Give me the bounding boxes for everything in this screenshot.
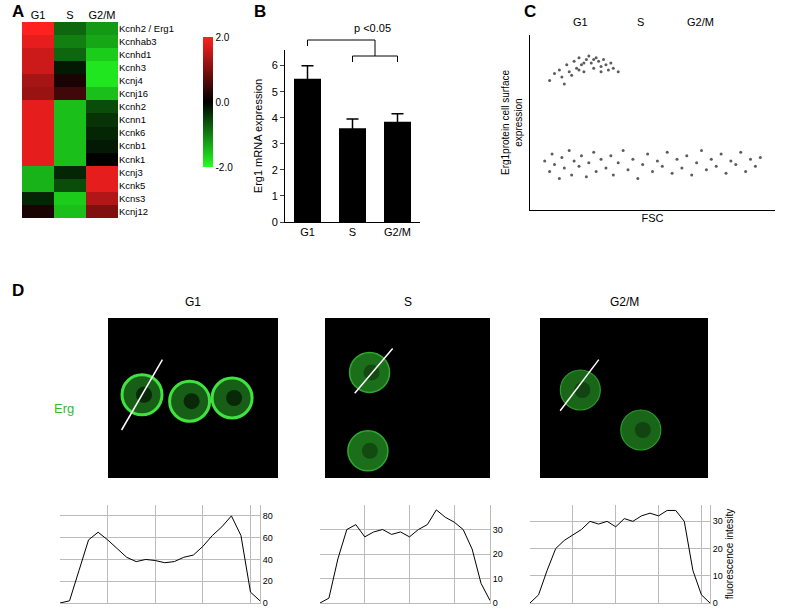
svg-text:Erg: Erg — [54, 401, 74, 416]
svg-text:80: 80 — [263, 511, 273, 521]
svg-text:10: 10 — [493, 574, 503, 584]
svg-text:Kcnj4: Kcnj4 — [119, 75, 143, 86]
svg-text:FSC: FSC — [642, 212, 664, 224]
svg-text:Erg1 mRNA expression: Erg1 mRNA expression — [252, 79, 264, 193]
svg-text:Kcnb1: Kcnb1 — [119, 140, 146, 151]
svg-text:S: S — [349, 226, 356, 238]
svg-text:0: 0 — [713, 598, 718, 608]
svg-text:60: 60 — [263, 533, 273, 543]
svg-text:G1: G1 — [31, 9, 46, 21]
svg-text:Kcns3: Kcns3 — [119, 193, 145, 204]
svg-text:Kcnk5: Kcnk5 — [119, 180, 145, 191]
svg-text:0: 0 — [493, 598, 498, 608]
svg-text:30: 30 — [493, 525, 503, 535]
svg-text:D: D — [12, 281, 24, 300]
svg-text:p <0.05: p <0.05 — [354, 22, 391, 34]
svg-text:G1: G1 — [573, 16, 588, 28]
svg-text:fluorescence intesity: fluorescence intesity — [724, 509, 735, 600]
svg-text:Kcnh2: Kcnh2 — [119, 101, 146, 112]
svg-text:Kcnk1: Kcnk1 — [119, 154, 145, 165]
svg-text:4: 4 — [272, 112, 278, 124]
svg-text:0: 0 — [263, 598, 268, 608]
svg-text:6: 6 — [272, 59, 278, 71]
svg-text:G2/M: G2/M — [384, 226, 411, 238]
svg-text:S: S — [66, 9, 73, 21]
svg-text:2.0: 2.0 — [216, 32, 230, 43]
svg-text:Kcnk6: Kcnk6 — [119, 127, 145, 138]
svg-text:-2.0: -2.0 — [216, 162, 234, 173]
svg-text:0.0: 0.0 — [216, 97, 230, 108]
svg-text:G1: G1 — [185, 295, 201, 309]
svg-text:G2/M: G2/M — [610, 295, 639, 309]
svg-text:G1: G1 — [300, 226, 315, 238]
svg-text:Kcnj3: Kcnj3 — [119, 167, 143, 178]
svg-text:A: A — [12, 2, 24, 21]
svg-text:40: 40 — [263, 555, 273, 565]
svg-text:Kcnh2 / Erg1: Kcnh2 / Erg1 — [119, 23, 174, 34]
svg-text:3: 3 — [272, 138, 278, 150]
svg-text:1: 1 — [272, 190, 278, 202]
svg-text:2: 2 — [272, 164, 278, 176]
svg-text:Erg1protein cell surfaceexpres: Erg1protein cell surfaceexpression — [500, 70, 524, 175]
svg-text:Kcnj16: Kcnj16 — [119, 88, 148, 99]
svg-text:S: S — [637, 16, 644, 28]
svg-text:G2/M: G2/M — [89, 9, 116, 21]
svg-text:0: 0 — [272, 216, 278, 228]
svg-text:Kcnhab3: Kcnhab3 — [119, 36, 157, 47]
svg-text:G2/M: G2/M — [687, 16, 714, 28]
svg-text:10: 10 — [713, 571, 723, 581]
svg-text:30: 30 — [713, 516, 723, 526]
svg-text:Kcnn1: Kcnn1 — [119, 114, 146, 125]
svg-text:C: C — [524, 2, 536, 21]
svg-text:5: 5 — [272, 86, 278, 98]
svg-text:S: S — [404, 295, 412, 309]
svg-text:Kcnj12: Kcnj12 — [119, 206, 148, 217]
svg-text:20: 20 — [493, 549, 503, 559]
svg-text:20: 20 — [713, 544, 723, 554]
svg-text:Kcnh3: Kcnh3 — [119, 62, 146, 73]
svg-text:B: B — [254, 2, 266, 21]
svg-text:Kcnhd1: Kcnhd1 — [119, 49, 151, 60]
svg-text:20: 20 — [263, 576, 273, 586]
